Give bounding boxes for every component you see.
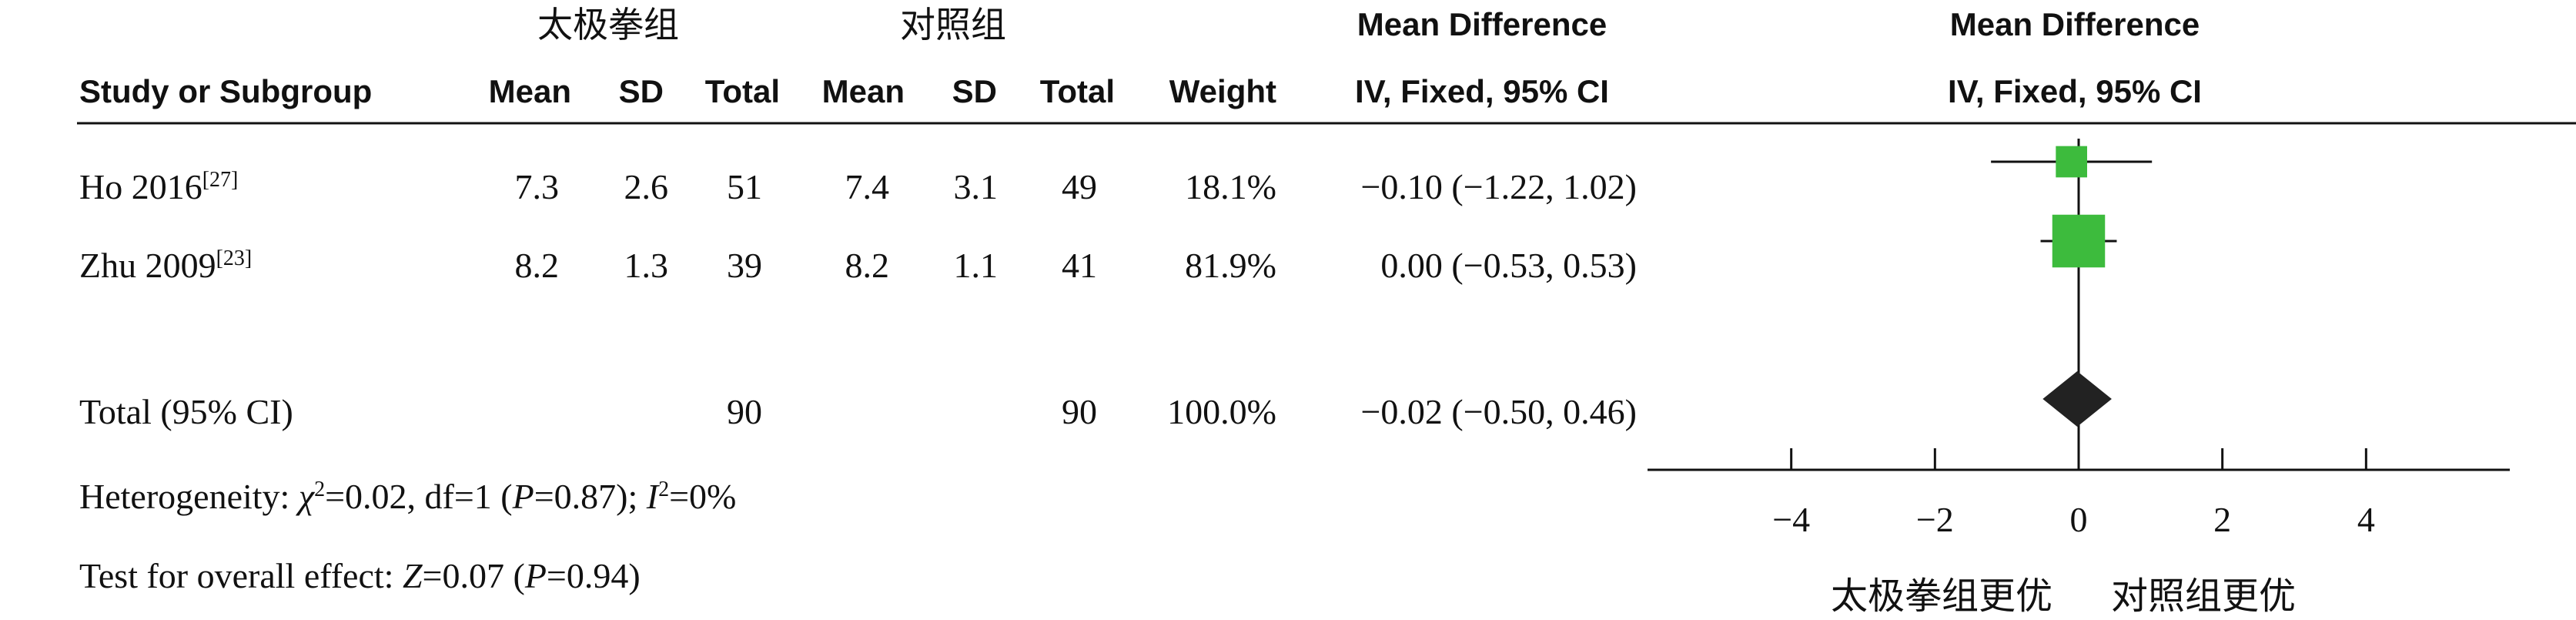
- x-tick-label: 2: [2213, 500, 2231, 539]
- study-sd-exp: 1.3: [624, 246, 669, 285]
- study-name: Ho 2016[27]: [79, 167, 238, 206]
- study-mean-exp: 8.2: [515, 246, 560, 285]
- study-total-ctl: 49: [1062, 167, 1097, 206]
- study-mean-ctl: 7.4: [845, 167, 890, 206]
- col-header-study: Study or Subgroup: [79, 73, 372, 109]
- study-mean-exp: 7.3: [515, 167, 560, 206]
- study-effect-box: [2056, 146, 2088, 178]
- study-sd-ctl: 3.1: [954, 167, 999, 206]
- study-mean-ctl: 8.2: [845, 246, 890, 285]
- study-sd-exp: 2.6: [624, 167, 669, 206]
- total-md-ci: −0.02 (−0.50, 0.46): [1360, 392, 1637, 431]
- study-md-ci: 0.00 (−0.53, 0.53): [1380, 246, 1637, 285]
- col-header-total-ctl: Total: [1040, 73, 1115, 109]
- total-row: Total (95% CI) 90 90 100.0% −0.02 (−0.50…: [79, 392, 1637, 431]
- study-total-exp: 51: [727, 167, 762, 206]
- group-header-control: 对照组: [900, 4, 1006, 45]
- plot-header-title: Mean Difference: [1950, 6, 2200, 42]
- study-weight: 18.1%: [1185, 167, 1276, 206]
- study-sd-ctl: 1.1: [954, 246, 999, 285]
- col-header-mean-ctl: Mean: [822, 73, 905, 109]
- x-tick-label: 0: [2070, 500, 2088, 539]
- study-total-exp: 39: [727, 246, 762, 285]
- study-total-ctl: 41: [1062, 246, 1097, 285]
- col-header-sd-ctl: SD: [952, 73, 997, 109]
- col-header-mean-exp: Mean: [489, 73, 571, 109]
- overall-effect-stat: Test for overall effect: Z=0.07 (P=0.94): [79, 556, 641, 595]
- study-weight: 81.9%: [1185, 246, 1276, 285]
- col-header-weight: Weight: [1169, 73, 1276, 109]
- total-label: Total (95% CI): [79, 392, 293, 431]
- md-header-title: Mean Difference: [1357, 6, 1607, 42]
- total-weight: 100.0%: [1167, 392, 1276, 431]
- total-exp: 90: [727, 392, 762, 431]
- forest-plot: −4 −2 0 2 4: [1648, 139, 2510, 539]
- pooled-effect-diamond: [2042, 371, 2112, 427]
- study-effect-box: [2052, 214, 2106, 268]
- x-tick-label: 4: [2357, 500, 2375, 539]
- study-row: Ho 2016[27] 7.3 2.6 51 7.4 3.1 49 18.1% …: [79, 167, 1637, 206]
- study-row: Zhu 2009[23] 8.2 1.3 39 8.2 1.1 41 81.9%…: [79, 246, 1637, 285]
- x-tick-label: −2: [1916, 500, 1954, 539]
- favours-right-label: 对照组更优: [2111, 575, 2296, 618]
- total-ctl: 90: [1062, 392, 1097, 431]
- md-header-method: IV, Fixed, 95% CI: [1355, 73, 1609, 109]
- x-tick-label: −4: [1772, 500, 1810, 539]
- favours-left-label: 太极拳组更优: [1831, 575, 2052, 618]
- col-header-sd-exp: SD: [619, 73, 664, 109]
- study-name: Zhu 2009[23]: [79, 246, 252, 285]
- plot-header-method: IV, Fixed, 95% CI: [1948, 73, 2202, 109]
- col-header-total-exp: Total: [705, 73, 780, 109]
- heterogeneity-stat: Heterogeneity: χ2=0.02, df=1 (P=0.87); I…: [79, 477, 736, 516]
- study-md-ci: −0.10 (−1.22, 1.02): [1360, 167, 1637, 206]
- group-header-tai-chi: 太极拳组: [537, 4, 679, 45]
